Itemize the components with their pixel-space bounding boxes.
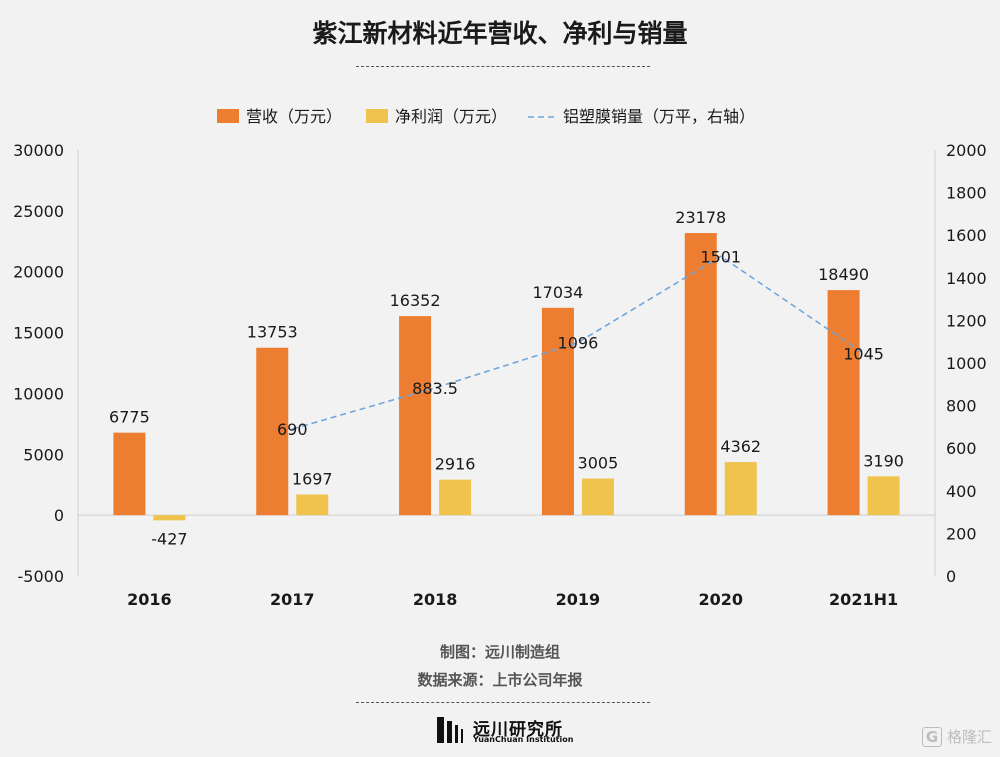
y-left-tick-label: 20000 [13, 263, 64, 282]
x-tick-label: 2019 [556, 590, 601, 609]
revenue-bar [113, 432, 146, 516]
y-left-tick-label: 15000 [13, 324, 64, 343]
y-left-tick-label: 5000 [23, 445, 64, 464]
y-right-tick-label: 1400 [946, 269, 987, 288]
legend-label-revenue: 营收（万元） [246, 107, 342, 126]
title-divider [356, 66, 650, 67]
x-tick-label: 2017 [270, 590, 315, 609]
profit-bar [296, 494, 329, 516]
profit-data-label: 1697 [292, 469, 333, 488]
bars [113, 233, 900, 521]
profit-bar [153, 515, 186, 521]
x-tick-label: 2020 [698, 590, 743, 609]
profit-data-label: -427 [151, 529, 187, 548]
chart: 营收（万元） 净利润（万元） 铝塑膜销量（万平，右轴） -5000 0 5000 1000… [13, 107, 987, 609]
y-right-tick-label: 2000 [946, 141, 987, 160]
legend-swatch-revenue [217, 109, 239, 123]
x-tick-label: 2018 [413, 590, 458, 609]
volume-line [292, 255, 865, 430]
profit-bar [439, 479, 472, 516]
y-left-tick-label: 10000 [13, 384, 64, 403]
volume-data-label: 1501 [700, 247, 741, 266]
volume-data-label: 690 [277, 420, 308, 439]
axes: -5000 0 5000 10000 15000 20000 25000 30000 0 200 4… [13, 141, 987, 609]
revenue-bar [827, 290, 860, 516]
x-tick-label: 2021H1 [829, 590, 898, 609]
profit-bar [724, 462, 757, 516]
logo-text-en: YuanChuan Institution [473, 735, 574, 744]
y-left-tick-label: -5000 [18, 567, 65, 586]
y-right-tick-label: 200 [946, 524, 977, 543]
profit-data-label: 3005 [578, 454, 619, 473]
x-tick-label: 2016 [127, 590, 172, 609]
y-right-tick-label: 1800 [946, 184, 987, 203]
y-right-tick-label: 1600 [946, 226, 987, 245]
y-left-tick-label: 30000 [13, 141, 64, 160]
chart-title: 紫江新材料近年营收、净利与销量 [312, 19, 688, 48]
footer-divider [356, 702, 650, 703]
revenue-bar [256, 347, 289, 516]
data-labels: 6775 13753 16352 17034 23178 18490 -427 1697 291… [109, 208, 904, 548]
volume-data-label: 883.5 [412, 379, 458, 398]
revenue-bar [399, 316, 432, 516]
y-right-tick-label: 600 [946, 439, 977, 458]
watermark: G 格隆汇 [921, 726, 992, 747]
profit-data-label: 2916 [435, 455, 476, 474]
revenue-data-label: 18490 [818, 265, 869, 284]
y-right-tick-label: 800 [946, 397, 977, 416]
profit-data-label: 4362 [720, 437, 761, 456]
revenue-bar [541, 307, 574, 516]
profit-bar [867, 476, 900, 516]
volume-data-label: 1045 [843, 344, 884, 363]
profit-data-label: 3190 [863, 451, 904, 470]
watermark-g-icon: G [921, 727, 943, 747]
revenue-bar [684, 233, 717, 516]
volume-data-label: 1096 [558, 334, 599, 353]
legend-label-profit: 净利润（万元） [395, 107, 507, 126]
data-source: 数据来源：上市公司年报 [417, 671, 583, 689]
chart-credit: 制图：远川制造组 [439, 643, 560, 661]
logo-text-cn: 远川研究所 [473, 720, 563, 740]
y-right-tick-label: 1200 [946, 311, 987, 330]
y-right-tick-label: 0 [946, 567, 956, 586]
volume-line-path [292, 255, 865, 430]
y-left-tick-label: 25000 [13, 202, 64, 221]
legend-label-volume: 铝塑膜销量（万平，右轴） [563, 107, 755, 126]
revenue-data-label: 16352 [390, 291, 441, 310]
logo-mark-icon [437, 717, 463, 743]
y-right-tick-label: 400 [946, 482, 977, 501]
y-right-tick-label: 1000 [946, 354, 987, 373]
legend: 营收（万元） 净利润（万元） 铝塑膜销量（万平，右轴） [217, 107, 755, 126]
revenue-data-label: 13753 [247, 323, 298, 342]
y-left-tick-label: 0 [54, 506, 64, 525]
revenue-data-label: 6775 [109, 408, 150, 427]
watermark-text: 格隆汇 [946, 728, 992, 746]
legend-swatch-profit [366, 109, 388, 123]
revenue-data-label: 23178 [675, 208, 726, 227]
profit-bar [581, 478, 614, 516]
revenue-data-label: 17034 [532, 283, 583, 302]
